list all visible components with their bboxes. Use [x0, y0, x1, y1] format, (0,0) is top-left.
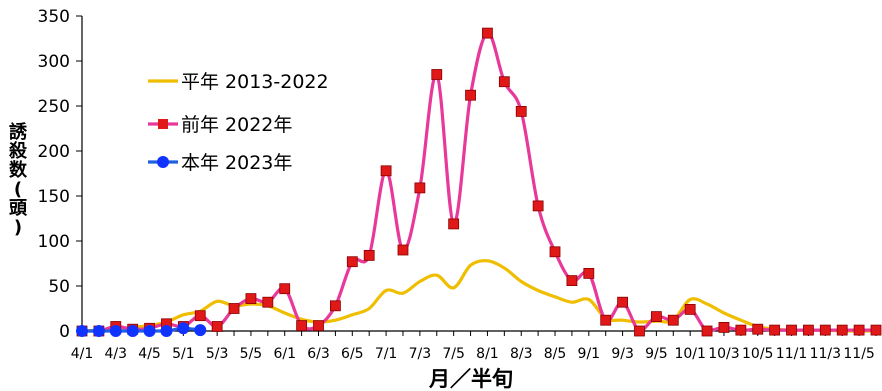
series-2-point: [803, 324, 814, 336]
series-2-point: [583, 267, 595, 279]
series-3-point: [177, 322, 190, 335]
series-2-point: [245, 293, 257, 305]
series-3-point: [109, 325, 122, 337]
series-3-point: [126, 325, 139, 337]
series-2-point: [431, 69, 443, 80]
x-tick-label: 9/1: [578, 346, 601, 362]
series-2-point: [330, 300, 341, 312]
y-tick-label: 350: [38, 7, 70, 27]
x-tick-label: 7/5: [442, 346, 465, 362]
series-2-point: [211, 321, 223, 332]
series-2-point: [482, 27, 493, 39]
series-2-point: [735, 324, 747, 336]
x-axis-label: 月／半旬: [428, 367, 513, 391]
series-2-point: [566, 275, 578, 287]
x-tick-label: 8/3: [510, 346, 533, 362]
x-tick-label: 5/1: [172, 346, 195, 362]
series-3-point: [92, 325, 105, 337]
series-2-point: [346, 256, 358, 268]
series-2-point: [769, 324, 781, 336]
series-2-point: [498, 76, 510, 88]
x-tick-label: 4/3: [105, 346, 128, 362]
x-tick-label: 11/1: [776, 346, 807, 362]
series-2-point: [786, 324, 797, 336]
x-tick-label: 11/5: [843, 346, 874, 362]
legend-label-1: 平年 2013-2022: [181, 71, 329, 93]
y-tick-label: 150: [38, 187, 70, 207]
x-tick-label: 8/5: [544, 346, 567, 362]
series-2-point: [448, 218, 460, 230]
x-tick-label: 10/1: [674, 346, 705, 362]
x-tick-label: 4/1: [71, 346, 94, 362]
y-tick-label: 200: [38, 142, 70, 162]
series-2-point: [465, 89, 476, 101]
series-2-point: [414, 182, 426, 194]
y-tick-label: 50: [48, 277, 70, 297]
x-tick-label: 4/5: [138, 346, 161, 362]
y-axis: 0 50 100 150 200 250 300 350: [38, 7, 83, 342]
series-lines: [76, 27, 882, 337]
series-2-point: [667, 314, 679, 326]
series-2-point: [634, 325, 645, 337]
series-2-point: [836, 324, 848, 336]
series-2-point: [853, 324, 865, 336]
series-2-point: [515, 106, 527, 117]
series-2-point: [549, 246, 561, 258]
y-tick-label: 100: [38, 232, 70, 252]
legend-label-3: 本年 2023年: [181, 152, 292, 174]
series-line-1: [80, 259, 878, 333]
series-2-point: [650, 311, 662, 323]
series-2-point: [870, 324, 882, 336]
series-3-point: [76, 325, 88, 337]
series-3-point: [160, 325, 173, 337]
series-2-point: [296, 320, 308, 332]
series-2-point: [684, 303, 696, 315]
series-2-point: [363, 249, 375, 261]
x-tick-label: 6/5: [341, 346, 364, 362]
legend-marker-3: [157, 156, 169, 168]
legend-label-2: 前年 2022年: [181, 114, 292, 136]
x-tick-label: 7/1: [375, 346, 398, 362]
series-3-point: [143, 325, 156, 337]
x-tick-label: 10/5: [742, 346, 773, 362]
series-2-point: [262, 296, 274, 308]
x-tick-label: 8/1: [476, 346, 499, 362]
x-tick-label: 5/3: [206, 346, 229, 362]
series-2-point: [617, 296, 628, 308]
y-axis-label: 誘殺数(頭): [8, 121, 28, 238]
x-tick-label: 6/3: [307, 346, 330, 362]
legend-marker-2: [158, 119, 168, 129]
series-2-point: [380, 165, 392, 177]
x-tick-label: 11/3: [810, 346, 841, 362]
series-2-point: [600, 314, 612, 326]
series-2-point: [279, 283, 291, 295]
x-tick-label: 7/3: [409, 346, 432, 362]
series-2-point: [752, 323, 764, 335]
series-3-point: [194, 324, 207, 337]
series-2-point: [397, 244, 409, 256]
y-tick-label: 0: [59, 322, 70, 342]
series-2-point: [701, 325, 713, 337]
y-tick-label: 300: [38, 52, 70, 72]
x-axis: 4/1 4/3 4/5 5/1 5/3 5/5 6/1 6/3 6/5 7/1 7/3 7/5 8/1 8…: [71, 330, 877, 362]
x-tick-label: 9/3: [611, 346, 634, 362]
series-2-point: [194, 310, 206, 322]
series-2-point: [532, 200, 544, 212]
x-tick-label: 5/5: [240, 346, 263, 362]
series-2-point: [819, 324, 831, 336]
series-2-point: [718, 321, 730, 333]
x-tick-label: 9/5: [645, 346, 668, 362]
x-tick-label: 10/3: [708, 346, 739, 362]
y-tick-label: 250: [38, 97, 70, 117]
x-tick-label: 6/1: [273, 346, 296, 362]
series-2-point: [313, 320, 324, 332]
series-2-point: [228, 303, 240, 314]
